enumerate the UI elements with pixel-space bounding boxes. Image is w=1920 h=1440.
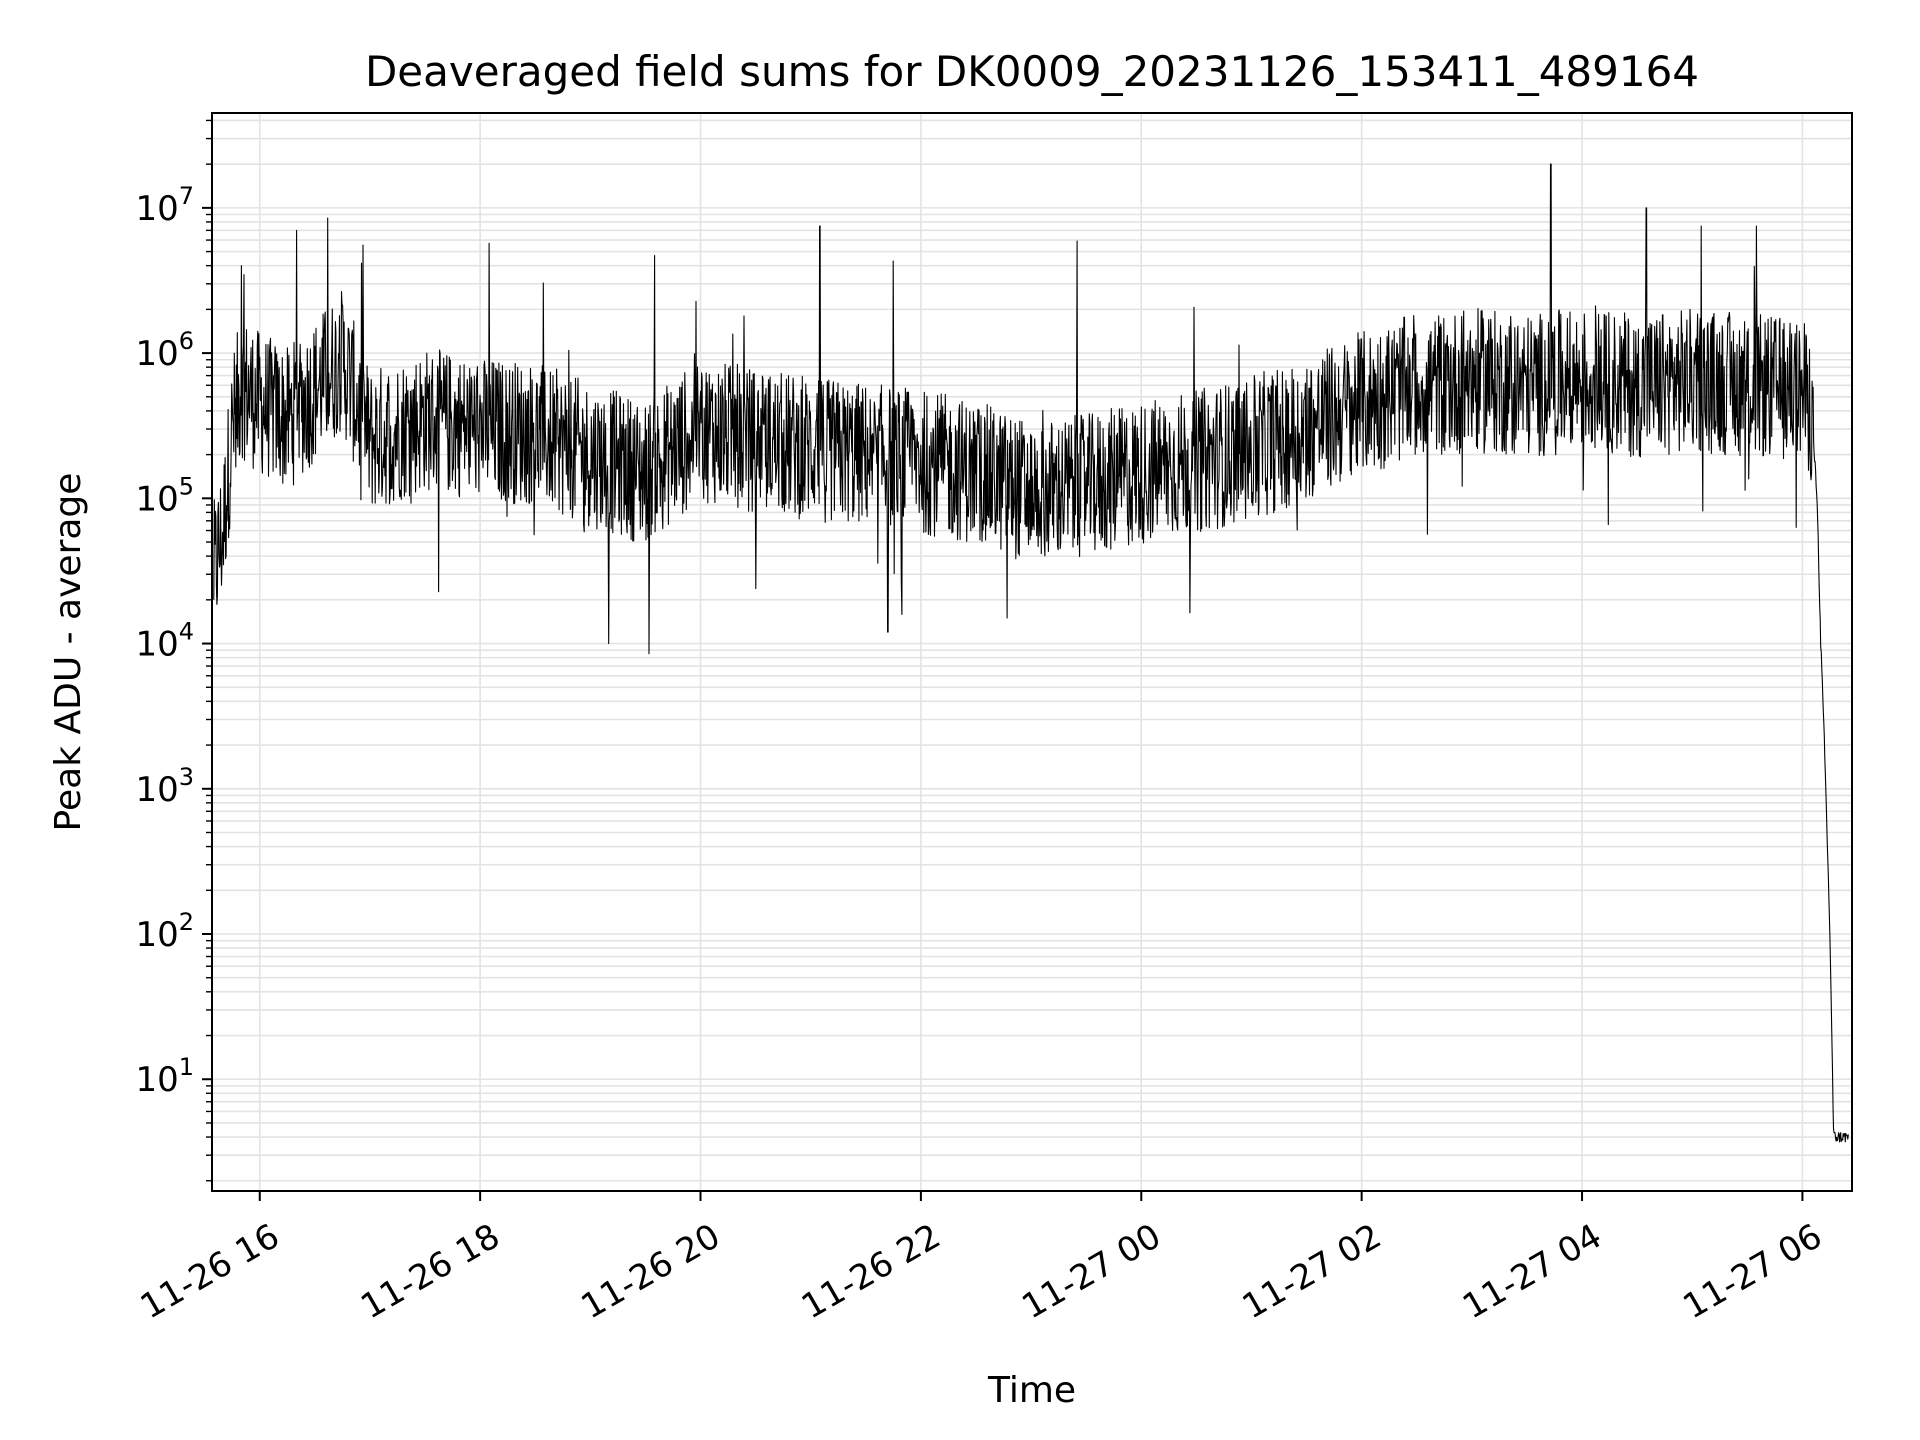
y-tick-label: 106: [135, 327, 194, 374]
y-axis: 101 102 103 104 105 106 107: [135, 120, 212, 1180]
x-tick-label: 11-27 02: [1236, 1216, 1388, 1327]
y-axis-label: Peak ADU - average: [48, 473, 89, 832]
y-tick-label: 103: [135, 763, 194, 810]
x-axis-label: Time: [987, 1370, 1076, 1411]
y-tick-label: 102: [135, 908, 194, 955]
y-tick-label: 104: [135, 618, 194, 665]
x-tick-label: 11-26 20: [575, 1216, 727, 1327]
y-tick-label: 101: [135, 1053, 194, 1100]
x-tick-label: 11-26 22: [795, 1216, 947, 1327]
y-tick-label: 105: [135, 472, 194, 519]
x-tick-label: 11-27 04: [1456, 1216, 1608, 1327]
x-tick-label: 11-27 00: [1015, 1216, 1167, 1327]
chart-title: Deaveraged field sums for DK0009_2023112…: [365, 47, 1699, 96]
y-tick-label: 107: [135, 182, 194, 229]
x-tick-label: 11-26 18: [354, 1216, 506, 1327]
series-line: [214, 164, 1849, 1142]
grid-lines: [212, 113, 1852, 1191]
x-tick-label: 11-26 16: [134, 1216, 286, 1327]
x-tick-label: 11-27 06: [1677, 1216, 1829, 1327]
x-axis: 11-26 16 11-26 18 11-26 20 11-26 22 11-27 00…: [134, 1191, 1829, 1327]
plot-area-frame: [212, 113, 1852, 1191]
